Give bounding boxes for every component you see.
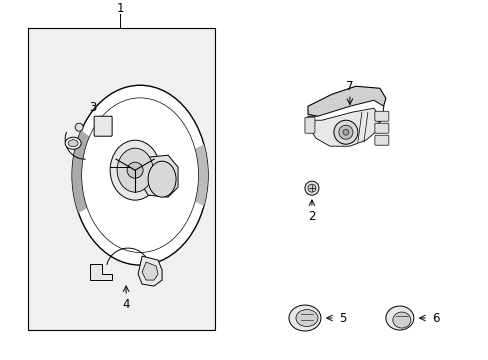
Ellipse shape (110, 140, 160, 200)
Ellipse shape (288, 305, 320, 331)
Ellipse shape (72, 85, 207, 265)
Polygon shape (138, 256, 162, 286)
Polygon shape (307, 100, 383, 142)
Polygon shape (309, 108, 379, 146)
Ellipse shape (307, 184, 315, 192)
Polygon shape (90, 264, 112, 280)
FancyBboxPatch shape (305, 117, 314, 133)
Ellipse shape (127, 162, 143, 178)
Ellipse shape (333, 120, 357, 144)
Text: 7: 7 (346, 80, 353, 93)
Bar (28, 28, 215, 330)
Text: 4: 4 (122, 298, 130, 311)
FancyBboxPatch shape (374, 135, 388, 145)
Polygon shape (195, 144, 207, 206)
Text: 6: 6 (431, 311, 439, 324)
Ellipse shape (305, 181, 318, 195)
Polygon shape (142, 262, 158, 280)
Ellipse shape (385, 306, 413, 330)
Polygon shape (72, 130, 89, 213)
Text: 2: 2 (307, 210, 315, 222)
Ellipse shape (65, 137, 81, 149)
Ellipse shape (68, 140, 78, 147)
Ellipse shape (342, 129, 348, 135)
FancyBboxPatch shape (374, 111, 388, 121)
Ellipse shape (117, 148, 153, 192)
Ellipse shape (392, 312, 410, 328)
Text: 1: 1 (116, 2, 123, 15)
Ellipse shape (295, 310, 317, 327)
Ellipse shape (338, 125, 352, 139)
Polygon shape (142, 155, 178, 197)
Ellipse shape (148, 161, 176, 197)
FancyBboxPatch shape (374, 123, 388, 133)
Polygon shape (307, 86, 385, 122)
Text: 5: 5 (339, 311, 346, 324)
FancyBboxPatch shape (94, 116, 112, 136)
Text: 3: 3 (89, 101, 97, 114)
Ellipse shape (75, 123, 83, 131)
